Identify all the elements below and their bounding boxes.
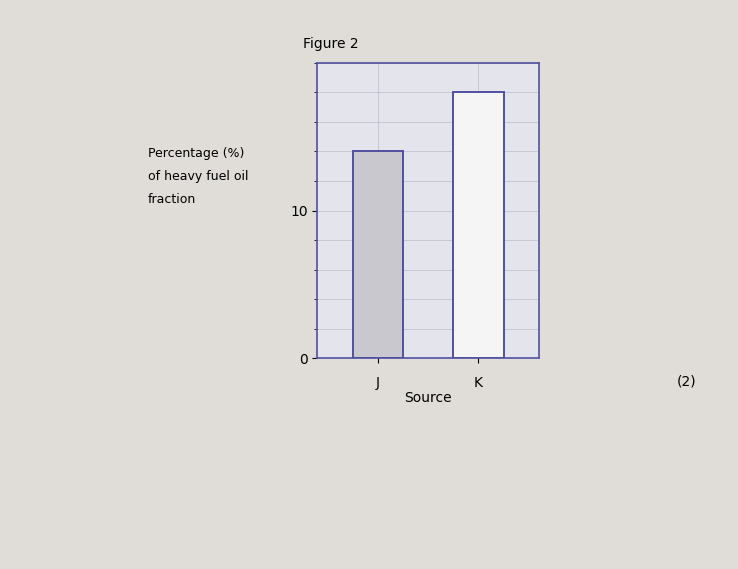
Text: (2): (2) [677,374,696,388]
Bar [353,151,403,358]
Text: Figure 2: Figure 2 [303,37,358,51]
Text: fraction: fraction [148,193,196,205]
Text: K: K [474,376,483,390]
Text: of heavy fuel oil: of heavy fuel oil [148,170,248,183]
Bar [453,92,503,358]
Text: Source: Source [404,391,452,405]
Text: Percentage (%): Percentage (%) [148,147,244,160]
Text: J: J [376,376,380,390]
